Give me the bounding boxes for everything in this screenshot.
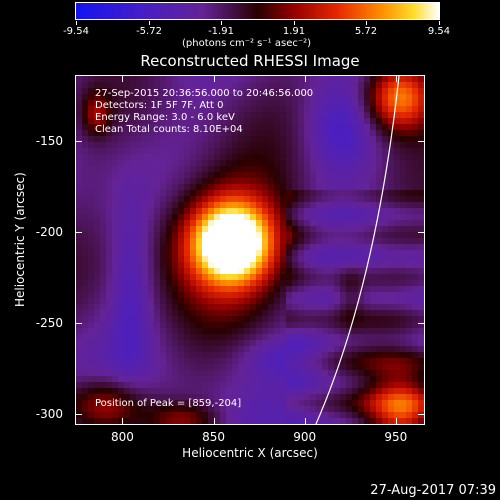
y-tick-right: [418, 322, 424, 324]
y-axis-title: Heliocentric Y (arcsec): [13, 172, 27, 307]
x-tick-label: 800: [110, 430, 134, 444]
colorbar-tick-label: 1.91: [282, 26, 306, 37]
x-tick-label: 950: [384, 430, 408, 444]
y-tick-label: -150: [35, 133, 63, 148]
time-range: 27-Sep-2015 20:36:56.000 to 20:46:56.000: [95, 88, 314, 99]
x-tick: [395, 418, 397, 424]
solar-limb-line: [315, 76, 400, 424]
clean-counts: Clean Total counts: 8.10E+04: [95, 124, 243, 135]
x-tick: [213, 418, 215, 424]
colorbar-gradient: [76, 3, 439, 19]
y-tick-label: -300: [35, 407, 63, 422]
colorbar-tick: [221, 21, 222, 25]
y-tick-label: -250: [35, 315, 63, 330]
x-tick: [122, 418, 124, 424]
limb-overlay: [315, 76, 400, 424]
x-tick-label: 850: [202, 430, 225, 444]
x-tick: [304, 418, 306, 424]
y-tick: [76, 231, 82, 233]
detectors: Detectors: 1F 5F 7F, Att 0: [95, 100, 224, 111]
rhessi-image: [76, 76, 424, 424]
y-tick: [76, 322, 82, 324]
datestamp: 27-Aug-2017 07:39: [370, 483, 496, 498]
colorbar-tick: [76, 21, 77, 25]
colorbar-tick-label: -1.91: [208, 26, 234, 37]
x-tick-top: [122, 76, 124, 82]
x-tick-top: [304, 76, 306, 82]
x-tick-top: [213, 76, 215, 82]
y-tick-label: -200: [35, 224, 63, 239]
y-tick: [76, 140, 82, 142]
peak-position: Position of Peak = [859,-204]: [95, 398, 242, 409]
colorbar-tick-label: -9.54: [63, 26, 89, 37]
y-tick-right: [418, 231, 424, 233]
energy-range: Energy Range: 3.0 - 6.0 keV: [95, 112, 235, 123]
colorbar-tick: [294, 21, 295, 25]
plot-title: Reconstructed RHESSI Image: [140, 52, 360, 70]
image-plot: 27-Sep-2015 20:36:56.000 to 20:46:56.000…: [75, 75, 425, 425]
x-tick-label: 900: [293, 430, 317, 444]
colorbar-tick-label: -5.72: [136, 26, 162, 37]
y-tick: [76, 414, 82, 416]
colorbar-tick: [366, 21, 367, 25]
y-tick-right: [418, 140, 424, 142]
colorbar: [75, 2, 440, 20]
x-tick-top: [395, 76, 397, 82]
y-tick-right: [418, 414, 424, 416]
x-axis-title: Heliocentric X (arcsec): [182, 446, 318, 460]
colorbar-tick-label: 5.72: [354, 26, 378, 37]
colorbar-tick: [439, 21, 440, 25]
colorbar-units: (photons cm⁻² s⁻¹ asec⁻²): [182, 38, 312, 49]
colorbar-tick: [149, 21, 150, 25]
colorbar-tick-label: 9.54: [427, 26, 451, 37]
